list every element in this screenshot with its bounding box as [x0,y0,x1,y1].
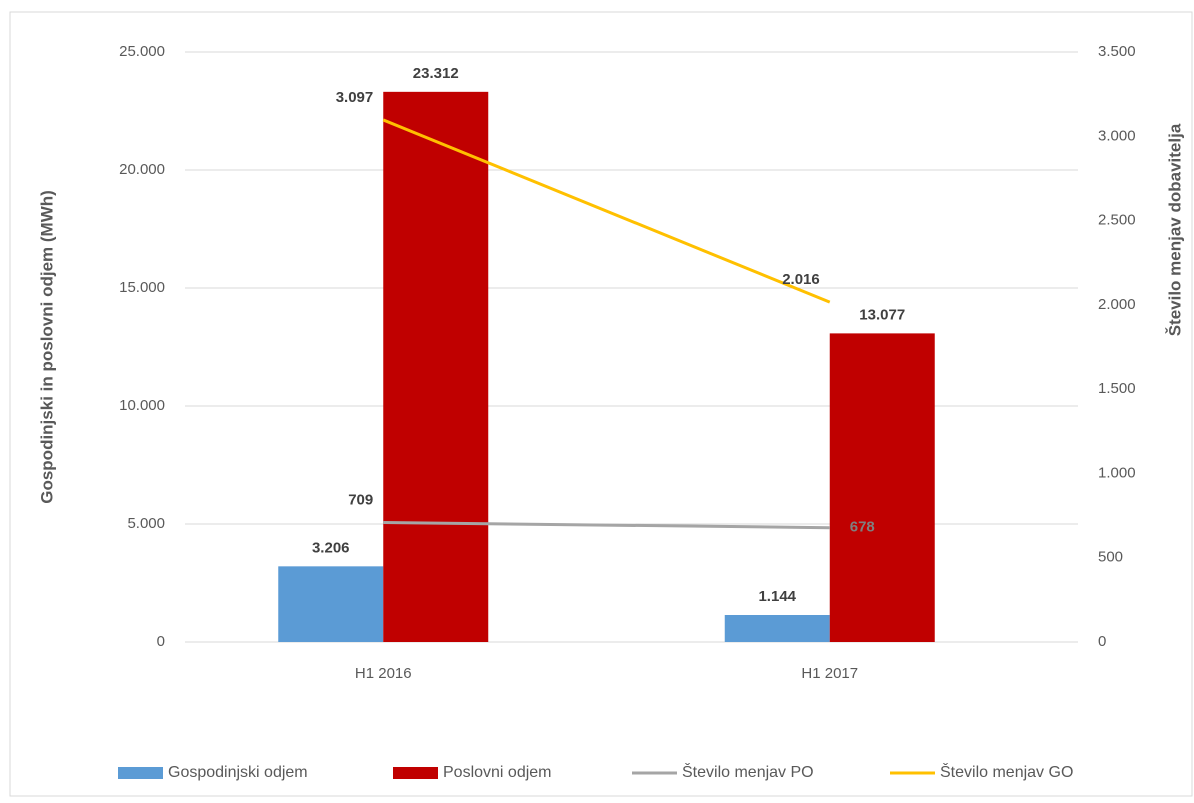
y-tick-label: 15.000 [119,279,165,296]
legend-swatch [393,767,438,779]
bar [724,615,830,642]
y-tick-label: 5.000 [127,515,165,532]
legend-label: Število menjav GO [940,762,1073,781]
y2-tick-label: 1.500 [1098,380,1136,397]
y2-axis-title: Število menjav dobavitelja [1165,123,1184,336]
legend-label: Gospodinjski odjem [168,764,308,781]
chart-frame [9,11,1193,797]
line [382,118,831,304]
legend-label: Število menjav PO [682,762,814,781]
y-axis-title: Gospodinjski in poslovni odjem (MWh) [37,190,56,504]
line-value-label: 709 [348,491,373,508]
bar-value-label: 3.206 [312,539,350,556]
y2-tick-label: 0 [1098,633,1106,650]
bar [383,91,489,643]
y2-tick-label: 3.500 [1098,43,1136,60]
y2-tick-label: 3.000 [1098,127,1136,144]
line-value-label: 678 [850,519,875,536]
x-tick-label: H1 2017 [801,665,858,682]
y2-tick-label: 500 [1098,549,1123,566]
line-value-label: 2.016 [782,271,820,288]
y-tick-label: 25.000 [119,43,165,60]
bar-value-label: 13.077 [859,306,905,323]
bar-value-label: 23.312 [413,65,459,82]
y-tick-label: 0 [157,633,165,650]
bar-value-label: 1.144 [758,588,796,605]
y2-tick-label: 2.500 [1098,212,1136,229]
x-tick-label: H1 2016 [355,665,412,682]
legend-label: Poslovni odjem [443,764,552,781]
bar [829,333,935,642]
line [383,520,830,530]
y-tick-label: 10.000 [119,397,165,414]
legend-swatch [118,767,163,779]
line-value-label: 3.097 [336,89,374,106]
y-tick-label: 20.000 [119,161,165,178]
bar [278,566,384,642]
y2-tick-label: 1.000 [1098,464,1136,481]
y2-tick-label: 2.000 [1098,296,1136,313]
